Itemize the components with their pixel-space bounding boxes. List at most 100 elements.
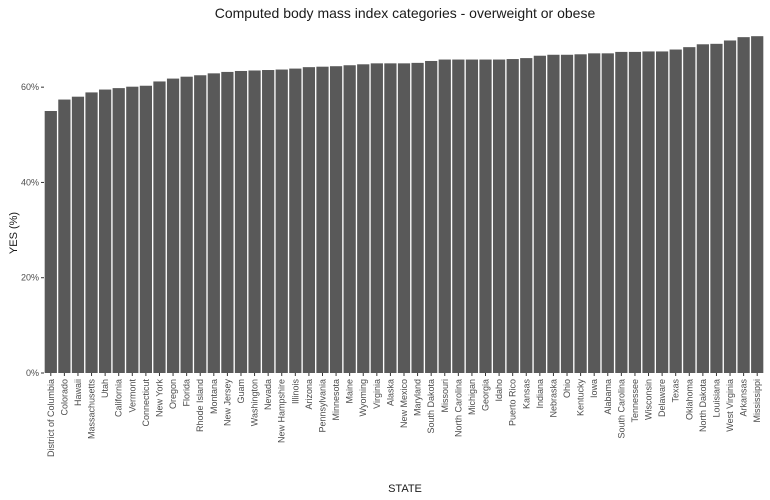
y-tick-label-2: 40% [21,177,39,187]
x-tick-label-24: Virginia [372,379,382,409]
bar-36 [533,55,546,373]
bar-0 [44,110,57,374]
x-tick-label-10: Florida [182,379,192,407]
x-tick-label-42: South Carolina [616,379,626,439]
y-tick-label-1: 20% [21,273,39,283]
x-tick-label-19: Arizona [304,379,314,410]
x-tick-label-7: Connecticut [141,379,151,427]
bar-17 [275,69,288,373]
x-tick-label-11: Rhode Island [195,379,205,432]
bar-52 [751,36,764,373]
bar-29 [438,59,451,373]
bar-46 [669,49,682,373]
y-tick-label-0: 0% [26,368,39,378]
x-tick-label-25: Alaska [385,379,395,406]
bar-14 [234,70,248,373]
bar-35 [520,58,533,374]
x-tick-label-33: Idaho [494,379,504,402]
x-tick-label-38: Ohio [562,379,572,398]
x-tick-label-29: Missouri [440,379,450,413]
bar-49 [710,43,723,373]
x-tick-label-26: New Mexico [399,379,409,428]
x-tick-label-44: Wisconsin [644,379,654,420]
bar-1 [58,99,71,374]
x-tick-label-52: Mississippi [752,379,762,423]
bar-11 [194,75,207,373]
bar-8 [153,81,166,373]
bar-18 [289,68,302,373]
x-tick-label-28: South Dakota [426,379,436,434]
x-tick-label-49: Louisiana [711,379,721,418]
bar-37 [547,54,560,374]
bar-30 [452,59,465,373]
x-tick-label-3: Massachusetts [87,379,97,440]
bar-31 [465,59,479,373]
bars-group [44,36,764,374]
bar-38 [560,54,574,374]
x-tick-label-13: New Jersey [222,379,232,427]
bar-12 [207,73,220,373]
bar-2 [71,96,85,373]
bar-32 [479,59,492,373]
bar-25 [384,63,397,373]
x-tick-label-4: Utah [100,379,110,398]
x-tick-label-21: Minnesota [331,379,341,421]
x-tick-label-46: Texas [671,379,681,403]
bar-43 [628,51,642,373]
bar-4 [99,89,112,374]
bar-51 [737,37,750,374]
x-tick-label-50: West Virginia [725,379,735,432]
x-tick-label-6: Vermont [127,379,137,413]
bar-33 [492,59,506,373]
bar-24 [370,63,383,373]
bar-26 [397,63,411,373]
bar-16 [262,70,275,374]
x-tick-label-8: New York [154,379,164,418]
bar-13 [221,71,234,374]
x-tick-label-47: Oklahoma [684,379,694,420]
bar-21 [329,66,343,374]
x-tick-label-20: Pennsylvania [317,379,327,433]
x-tick-label-17: New Hampshire [277,379,287,443]
x-tick-label-41: Alabama [603,379,613,415]
x-tick-label-12: Montana [209,379,219,414]
x-tick-label-27: Maryland [413,379,423,416]
bar-28 [425,60,438,373]
x-tick-label-45: Delaware [657,379,667,417]
x-tick-label-5: California [114,379,124,417]
bar-15 [248,70,261,374]
bar-20 [316,66,329,374]
bar-9 [166,78,180,373]
x-tick-label-39: Kentucky [576,379,586,417]
bar-19 [302,67,316,373]
bar-23 [357,64,370,374]
y-axis: 0% 20% 40% 60% [21,82,44,378]
x-tick-label-34: Puerto Rico [508,379,518,426]
bar-45 [656,51,669,373]
x-tick-label-14: Guam [236,379,246,404]
bar-40 [588,53,601,374]
x-tick-label-9: Oregon [168,379,178,409]
x-tick-label-40: Iowa [589,379,599,398]
bar-34 [506,59,519,374]
y-axis-title: YES (%) [8,212,20,254]
x-tick-label-43: Tennessee [630,379,640,423]
x-tick-label-2: Hawaii [73,379,83,406]
x-tick-label-30: North Carolina [453,379,463,437]
x-tick-label-48: North Dakota [698,379,708,432]
bar-3 [85,92,98,373]
x-tick-label-18: Illinois [290,379,300,405]
bar-39 [574,54,587,374]
bar-42 [615,51,628,373]
x-tick-label-1: Colorado [59,379,69,416]
bar-22 [343,65,356,373]
x-axis: District of Columbia Colorado Hawaii Massac… [46,373,762,457]
x-tick-label-23: Wyoming [358,379,368,416]
bar-47 [683,47,696,374]
bar-5 [112,88,125,374]
bar-48 [696,44,709,373]
x-tick-label-22: Maine [345,379,355,404]
bar-41 [601,53,614,374]
x-tick-label-16: Nevada [263,379,273,410]
